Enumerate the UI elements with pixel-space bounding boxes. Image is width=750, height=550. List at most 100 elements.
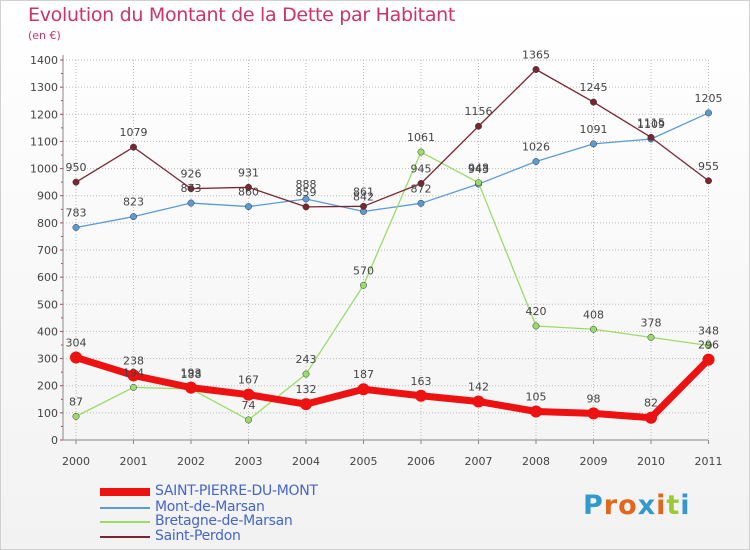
legend-label: Bretagne-de-Marsan: [155, 513, 293, 529]
chart-unit-label: (en €): [28, 29, 61, 42]
legend-swatch: [100, 506, 150, 509]
data-point: [245, 183, 252, 191]
logo-letter: o: [618, 490, 638, 521]
data-label: 194: [123, 366, 144, 379]
data-point: [417, 199, 425, 207]
data-label: 238: [123, 354, 144, 367]
y-tick-label: 600: [37, 271, 58, 284]
data-label: 142: [468, 380, 489, 393]
series-line-1: [75, 112, 710, 229]
grid: [63, 59, 709, 440]
data-point: [587, 407, 600, 420]
data-point: [72, 224, 80, 231]
data-label: 1205: [695, 92, 723, 105]
data-point: [300, 398, 312, 411]
data-label: 1245: [580, 81, 608, 94]
x-tick-label: 2011: [695, 455, 723, 468]
data-point: [302, 370, 310, 378]
data-label: 1156: [465, 105, 493, 118]
data-point: [532, 66, 540, 73]
y-tick-label: 500: [37, 298, 58, 311]
data-label: 859: [296, 186, 317, 199]
data-point: [245, 203, 252, 211]
data-label: 105: [526, 391, 547, 404]
data-point: [532, 322, 540, 330]
data-point: [705, 109, 712, 117]
data-label: 167: [238, 374, 259, 387]
data-point: [185, 381, 197, 394]
data-label: 823: [123, 196, 144, 209]
data-point: [72, 178, 80, 186]
data-label: 420: [526, 305, 547, 318]
data-point: [645, 411, 657, 424]
data-label: 87: [69, 395, 83, 408]
data-point: [302, 203, 310, 211]
data-point: [705, 342, 712, 349]
data-label: 931: [238, 166, 259, 179]
data-point: [415, 389, 427, 402]
data-point: [360, 281, 367, 289]
y-tick-label: 1100: [30, 135, 58, 148]
series-line-3: [75, 68, 710, 208]
data-label: 193: [181, 367, 202, 380]
data-labels: 304 238 193 167 132 187 163 142 105 98 82 296 783 823…: [66, 49, 723, 412]
data-label: 1365: [522, 49, 550, 62]
data-point: [417, 148, 425, 156]
data-point: [302, 195, 310, 203]
data-label: 861: [353, 185, 374, 198]
data-point: [70, 351, 82, 364]
data-label: 945: [411, 163, 432, 176]
data-point: [72, 412, 80, 420]
data-label: 570: [353, 264, 374, 277]
legend-swatch: [100, 520, 150, 523]
data-label: 243: [296, 353, 317, 366]
data-point: [532, 158, 540, 165]
data-label: 296: [698, 339, 719, 352]
proxiti-logo: Proxiti: [583, 490, 691, 521]
logo-letter: i: [656, 490, 667, 521]
data-label: 1061: [407, 131, 435, 144]
data-label: 188: [181, 368, 202, 381]
y-tick-label: 1400: [30, 54, 58, 67]
series-group: [70, 66, 715, 424]
axes: 0 100 200 300 400 500 600 700 800 900 1000 1100 1200…: [30, 54, 723, 468]
logo-letter: r: [603, 490, 619, 521]
legend-item-bretagne-de-marsan: Bretagne-de-Marsan: [100, 513, 400, 529]
data-point: [360, 202, 367, 210]
legend-swatch: [100, 535, 150, 538]
data-point: [130, 213, 137, 221]
x-tick-label: 2005: [350, 455, 378, 468]
data-label: 74: [242, 399, 256, 412]
data-point: [475, 122, 482, 130]
data-label: 860: [238, 186, 259, 199]
legend-item-mont-de-marsan: Mont-de-Marsan: [100, 499, 400, 515]
legend-label: Mont-de-Marsan: [155, 499, 265, 515]
x-tick-label: 2006: [407, 455, 435, 468]
series-line-0: [72, 353, 712, 422]
logo-letter: x: [637, 490, 657, 521]
legend: SAINT-PIERRE-DU-MONT Mont-de-Marsan Bret…: [100, 483, 400, 546]
data-point: [245, 416, 252, 424]
x-tick-label: 2007: [465, 455, 493, 468]
data-label: 348: [698, 325, 719, 338]
data-label: 948: [468, 162, 489, 175]
data-label: 163: [411, 375, 432, 388]
y-tick-label: 1000: [30, 163, 58, 176]
legend-label: Saint-Perdon: [155, 528, 241, 544]
data-point: [417, 180, 425, 187]
data-label: 304: [66, 336, 87, 349]
x-tick-label: 2010: [637, 455, 665, 468]
data-point: [530, 405, 542, 418]
data-label: 1109: [637, 118, 665, 131]
y-tick-label: 300: [37, 353, 58, 366]
data-point: [647, 333, 655, 341]
y-tick-label: 100: [37, 407, 58, 420]
data-point: [187, 185, 195, 193]
data-label: 950: [66, 161, 87, 174]
data-point: [705, 177, 712, 185]
y-tick-label: 200: [37, 380, 58, 393]
legend-label: SAINT-PIERRE-DU-MONT: [155, 483, 318, 499]
data-point: [130, 383, 137, 391]
data-label: 98: [587, 392, 601, 405]
